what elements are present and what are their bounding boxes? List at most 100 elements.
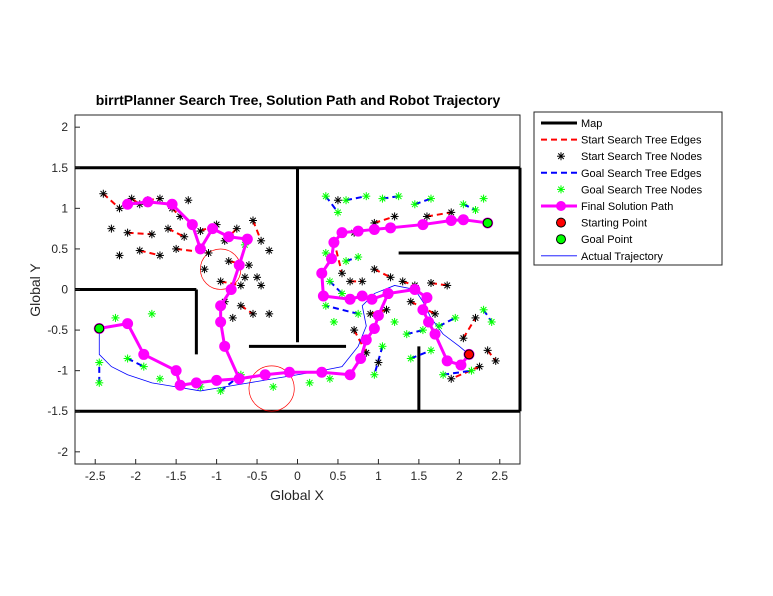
goal-tree-node xyxy=(418,326,427,335)
solution-path-node xyxy=(215,300,227,312)
solution-path-node xyxy=(122,198,134,210)
y-tick-label: -1 xyxy=(57,364,68,378)
start-tree-node xyxy=(265,309,274,318)
solution-path-node xyxy=(190,377,202,389)
solution-path-node xyxy=(316,267,328,279)
start-tree-edge xyxy=(374,215,395,224)
goal-tree-edge xyxy=(345,256,359,263)
chart-title: birrtPlanner Search Tree, Solution Path … xyxy=(96,92,501,108)
start-tree-edge xyxy=(127,231,152,236)
start-tree-node xyxy=(422,212,431,221)
goal-tree-edge xyxy=(410,349,432,360)
start-tree-node xyxy=(123,228,132,237)
solution-path-node xyxy=(325,253,337,265)
y-tick-label: 1 xyxy=(61,201,68,215)
solution-path-node xyxy=(328,236,340,248)
solution-path-node xyxy=(385,222,397,234)
legend-label-start-edges: Start Search Tree Edges xyxy=(581,135,702,147)
solution-path-node xyxy=(194,243,206,255)
x-tick-label: 1.5 xyxy=(411,469,428,483)
start-tree-node xyxy=(483,346,492,355)
start-tree-node xyxy=(333,196,342,205)
solution-path-node xyxy=(382,288,394,300)
y-tick-label: 1.5 xyxy=(51,161,68,175)
solution-path-node xyxy=(455,359,467,371)
x-tick-label: -2 xyxy=(130,469,141,483)
start-tree-node xyxy=(99,189,108,198)
goal-tree-node xyxy=(390,317,399,326)
goal-tree-node xyxy=(467,366,476,375)
start-tree-node xyxy=(406,297,415,306)
solution-path-node xyxy=(356,290,368,302)
goal-tree-node xyxy=(321,301,330,310)
goal-tree-node xyxy=(370,370,379,379)
start-tree-node xyxy=(164,224,173,233)
x-tick-label: 2 xyxy=(456,469,463,483)
start-tree-node xyxy=(240,273,249,282)
goal-tree-edge xyxy=(462,203,476,211)
start-tree-node xyxy=(180,232,189,241)
x-axis-ticks: -2.5 -2 -1.5 -1 -0.5 0 0.5 1 1.5 2 2.5 xyxy=(85,459,508,483)
start-tree-node xyxy=(244,261,253,270)
start-tree-node xyxy=(386,273,395,282)
x-tick-label: 0 xyxy=(294,469,301,483)
start-tree-node xyxy=(204,248,213,257)
start-tree-node xyxy=(184,196,193,205)
x-axis-label: Global X xyxy=(270,487,324,503)
start-tree-node xyxy=(475,362,484,371)
solution-path-node xyxy=(360,334,372,346)
goal-tree-node xyxy=(402,330,411,339)
start-tree-node xyxy=(236,301,245,310)
solution-path-node xyxy=(409,284,421,295)
solution-path-node xyxy=(283,366,295,378)
goal-tree-node xyxy=(333,208,342,217)
solution-path-node xyxy=(344,293,356,305)
x-tick-label: -1.5 xyxy=(166,469,187,483)
start-tree-edge xyxy=(220,280,242,287)
solution-path-node xyxy=(207,223,219,235)
goal-tree-node xyxy=(338,289,346,298)
goal-tree-node xyxy=(342,257,351,266)
endpoints-layer xyxy=(94,217,493,360)
start-tree-node xyxy=(135,246,144,255)
solution-path-node xyxy=(457,214,469,226)
goal-tree-node xyxy=(354,309,363,318)
legend-label-goal-point: Goal Point xyxy=(581,234,632,246)
solution-path-node xyxy=(233,373,245,385)
start-tree-node xyxy=(382,305,391,314)
goal-tree-node xyxy=(216,386,225,395)
y-tick-label: -1.5 xyxy=(47,404,68,418)
goal-tree-node xyxy=(406,354,415,363)
start-tree-nodes-layer xyxy=(99,189,500,383)
solution-path-node xyxy=(259,369,271,381)
start-tree-node xyxy=(366,309,375,318)
solution-path-node xyxy=(142,196,154,208)
start-tree-node xyxy=(200,265,209,274)
solution-path-node xyxy=(166,198,178,210)
solution-path-node xyxy=(421,292,433,304)
solution-path-node xyxy=(317,290,329,302)
start-tree-node xyxy=(172,244,181,253)
x-tick-label: -1 xyxy=(211,469,222,483)
start-tree-node xyxy=(471,313,480,322)
solution-path-node xyxy=(219,340,231,352)
start-tree-node xyxy=(115,251,124,260)
y-axis-ticks: 2 1.5 1 0.5 0 -0.5 -1 -1.5 -2 xyxy=(47,120,80,459)
goal-tree-node xyxy=(111,313,120,322)
goal-tree-node xyxy=(155,374,164,383)
solution-path-node xyxy=(417,304,429,316)
goal-tree-node xyxy=(305,378,314,387)
solution-path-node xyxy=(366,293,378,305)
solution-path-node xyxy=(186,219,198,231)
y-tick-label: 0.5 xyxy=(51,242,68,256)
goal-tree-node xyxy=(471,205,480,214)
solution-path-node xyxy=(233,259,245,271)
goal-tree-node xyxy=(410,200,419,209)
solution-path-node xyxy=(225,284,237,295)
start-tree-edge xyxy=(373,268,391,279)
y-tick-label: -2 xyxy=(57,445,68,459)
starting-point-marker xyxy=(464,349,475,360)
solution-path-layer xyxy=(93,196,494,391)
start-tree-node xyxy=(155,194,164,203)
x-tick-label: -2.5 xyxy=(85,469,106,483)
